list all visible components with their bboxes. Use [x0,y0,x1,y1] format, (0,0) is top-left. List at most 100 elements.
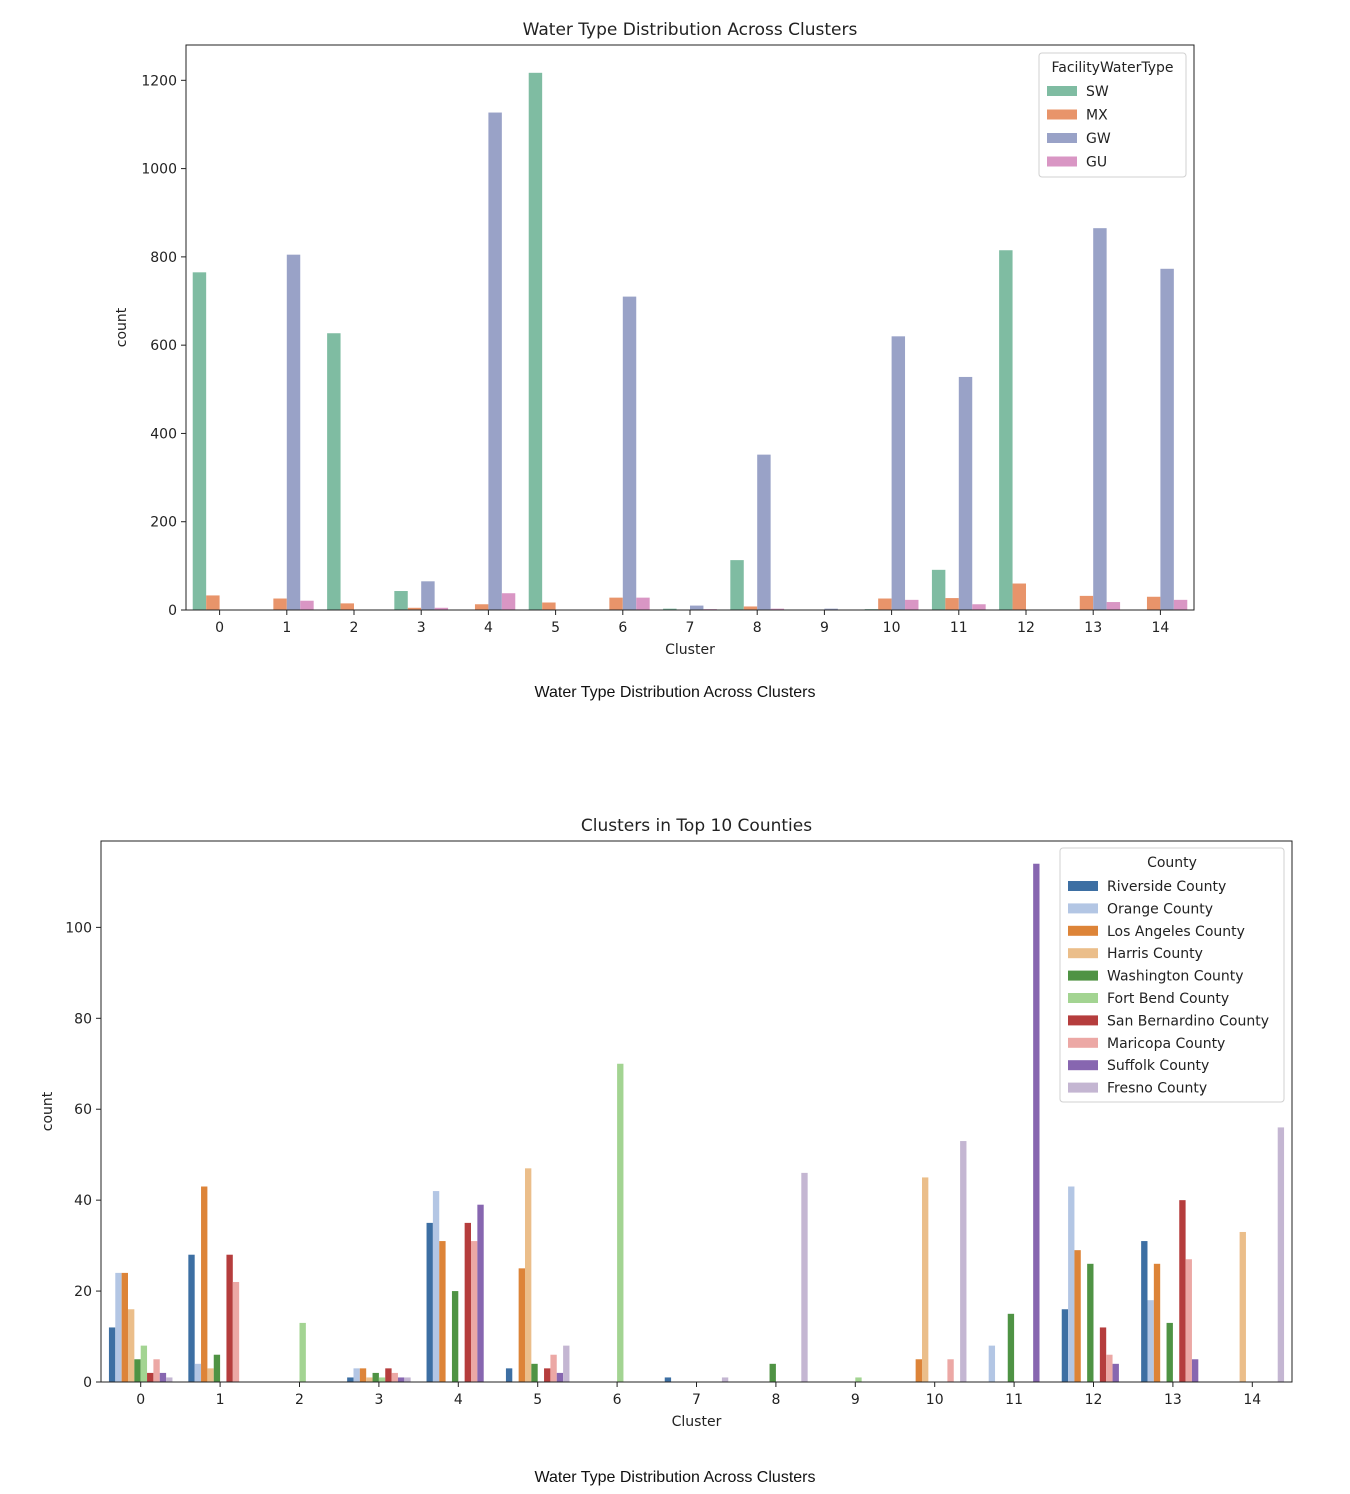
x-tick-label: 9 [851,1392,860,1408]
bar-los-angeles-county-cluster-12 [1074,1250,1081,1382]
legend: County Riverside County Orange County Los A… [1059,847,1285,1103]
bar-fort-bend-county-cluster-6 [617,1063,624,1382]
x-tick-label: 6 [618,620,627,636]
legend-swatch-los-angeles-county [1068,925,1098,936]
bar-san-bernardino-county-cluster-3 [385,1368,392,1382]
legend-swatch-riverside-county [1068,881,1098,891]
x-tick-label: 14 [1151,620,1169,636]
x-tick-label: 1 [216,1392,225,1408]
bar-fort-bend-county-cluster-0 [140,1345,148,1382]
legend-swatch-washington-county [1068,970,1098,981]
bar-los-angeles-county-cluster-0 [121,1272,128,1382]
bar-washington-county-cluster-4 [451,1291,459,1382]
y-tick-label: 600 [150,338,177,354]
bar-gw-cluster-9 [824,608,838,610]
legend-swatch-orange-county [1068,903,1098,914]
legend-label-gw: GW [1086,131,1111,147]
bar-san-bernardino-county-cluster-13 [1179,1200,1186,1382]
bar-maricopa-county-cluster-0 [153,1359,160,1382]
legend-label-suffolk-county: Suffolk County [1107,1058,1209,1074]
legend-swatch-gw [1047,133,1077,143]
bar-sw-cluster-7 [663,608,677,610]
bar-mx-cluster-6 [609,597,623,610]
bar-maricopa-county-cluster-5 [550,1354,557,1382]
y-tick-label: 0 [168,603,177,619]
bar-gu-cluster-13 [1106,602,1121,610]
legend-box [1038,52,1187,178]
bar-riverside-county-cluster-5 [505,1368,513,1382]
bar-maricopa-county-cluster-10 [947,1359,954,1382]
legend-label-mx: MX [1086,108,1108,124]
x-tick-label: 5 [551,620,560,636]
bar-fresno-county-cluster-8 [801,1172,808,1382]
bar-suffolk-county-cluster-4 [477,1204,484,1382]
y-axis-label: count [114,307,130,347]
chart-title: Clusters in Top 10 Counties [581,816,812,836]
bar-mx-cluster-1 [273,598,287,610]
bar-gu-cluster-14 [1173,599,1188,610]
y-tick-label: 0 [83,1375,92,1391]
bar-los-angeles-county-cluster-3 [359,1368,367,1382]
bar-gu-cluster-4 [501,593,516,610]
bar-riverside-county-cluster-7 [664,1377,672,1382]
bar-washington-county-cluster-0 [134,1359,141,1382]
bar-orange-county-cluster-3 [353,1368,360,1382]
legend-label-fort-bend-county: Fort Bend County [1107,991,1229,1007]
bar-suffolk-county-cluster-3 [397,1377,405,1382]
bar-washington-county-cluster-13 [1166,1322,1173,1382]
y-tick-label: 100 [65,920,92,936]
county-clusters-chart: Clusters in Top 10 Counties 0 20 40 60 80 100 0… [40,816,1293,1430]
bar-sw-cluster-0 [192,272,207,610]
bar-harris-county-cluster-10 [922,1177,929,1382]
legend-swatch-sw [1047,86,1077,96]
x-tick-label: 9 [820,620,829,636]
bar-los-angeles-county-cluster-4 [439,1241,446,1382]
x-tick-label: 13 [1164,1392,1182,1408]
y-tick-label: 40 [74,1193,92,1209]
y-tick-label: 60 [74,1102,92,1118]
x-tick-label: 11 [1005,1392,1023,1408]
bar-maricopa-county-cluster-12 [1106,1354,1113,1382]
x-tick-label: 12 [1085,1392,1103,1408]
legend-swatch-suffolk-county [1068,1060,1098,1071]
x-tick-label: 10 [883,620,901,636]
legend-label-los-angeles-county: Los Angeles County [1107,924,1245,940]
bar-fort-bend-county-cluster-9 [855,1377,862,1382]
y-tick-label: 400 [150,426,177,442]
bar-orange-county-cluster-12 [1068,1186,1075,1382]
y-axis-label: count [40,1091,56,1131]
bar-riverside-county-cluster-3 [347,1377,354,1382]
bar-los-angeles-county-cluster-13 [1153,1263,1161,1382]
bar-suffolk-county-cluster-0 [159,1372,167,1382]
x-tick-label: 3 [417,620,426,636]
legend: FacilityWaterType SW MX GW GU [1038,52,1187,178]
bar-san-bernardino-county-cluster-5 [544,1368,551,1382]
bar-san-bernardino-county-cluster-4 [464,1222,471,1382]
legend-label-maricopa-county: Maricopa County [1107,1036,1225,1052]
x-tick-label: 11 [950,620,968,636]
bar-gw-cluster-1 [286,254,301,611]
bar-mx-cluster-13 [1079,595,1094,611]
legend-label-washington-county: Washington County [1107,969,1244,985]
x-tick-label: 2 [350,620,359,636]
y-tick-label: 20 [74,1284,92,1300]
bar-gw-cluster-8 [757,454,771,611]
bar-suffolk-county-cluster-12 [1112,1363,1119,1382]
bar-mx-cluster-14 [1146,596,1161,610]
bar-sw-cluster-3 [394,591,408,610]
legend-label-harris-county: Harris County [1107,946,1203,962]
bar-gw-cluster-3 [421,581,435,610]
bar-gu-cluster-1 [300,600,314,610]
x-tick-label: 14 [1243,1392,1261,1408]
bar-mx-cluster-10 [878,598,892,610]
bar-riverside-county-cluster-0 [108,1327,116,1382]
x-tick-label: 2 [295,1392,304,1408]
bar-orange-county-cluster-13 [1147,1300,1154,1382]
bar-mx-cluster-12 [1012,583,1026,610]
legend-swatch-maricopa-county [1068,1037,1098,1048]
legend-label-gu: GU [1086,155,1107,171]
bar-maricopa-county-cluster-4 [471,1241,478,1382]
bar-mx-cluster-11 [945,598,959,610]
bar-san-bernardino-county-cluster-12 [1099,1327,1107,1382]
bar-san-bernardino-county-cluster-0 [147,1372,154,1382]
